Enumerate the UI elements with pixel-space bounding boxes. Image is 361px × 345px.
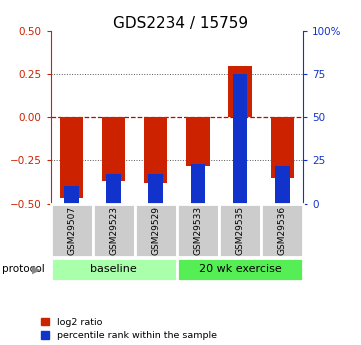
- Bar: [144, 117, 168, 183]
- Bar: [275, 166, 290, 204]
- Legend: log2 ratio, percentile rank within the sample: log2 ratio, percentile rank within the s…: [41, 317, 217, 340]
- Bar: [93, 204, 135, 257]
- Bar: [51, 258, 177, 281]
- Text: protocol: protocol: [2, 265, 44, 274]
- Bar: [106, 174, 121, 204]
- Bar: [233, 74, 247, 204]
- Text: GSM29536: GSM29536: [278, 206, 287, 255]
- Text: GSM29535: GSM29535: [236, 206, 244, 255]
- Text: GSM29507: GSM29507: [67, 206, 76, 255]
- Bar: [51, 204, 93, 257]
- Bar: [60, 117, 83, 198]
- Bar: [64, 186, 79, 204]
- Text: baseline: baseline: [90, 265, 137, 274]
- Text: ▶: ▶: [32, 265, 40, 274]
- Bar: [177, 204, 219, 257]
- Text: GSM29533: GSM29533: [193, 206, 203, 255]
- Text: 20 wk exercise: 20 wk exercise: [199, 265, 282, 274]
- Bar: [186, 117, 209, 166]
- Bar: [261, 204, 303, 257]
- Bar: [177, 258, 303, 281]
- Bar: [102, 117, 125, 181]
- Bar: [148, 174, 163, 204]
- Text: GSM29529: GSM29529: [151, 206, 160, 255]
- Bar: [191, 164, 205, 204]
- Text: GSM29523: GSM29523: [109, 206, 118, 255]
- Bar: [135, 204, 177, 257]
- Bar: [219, 204, 261, 257]
- Text: GDS2234 / 15759: GDS2234 / 15759: [113, 16, 248, 30]
- Bar: [271, 117, 294, 178]
- Bar: [229, 66, 252, 117]
